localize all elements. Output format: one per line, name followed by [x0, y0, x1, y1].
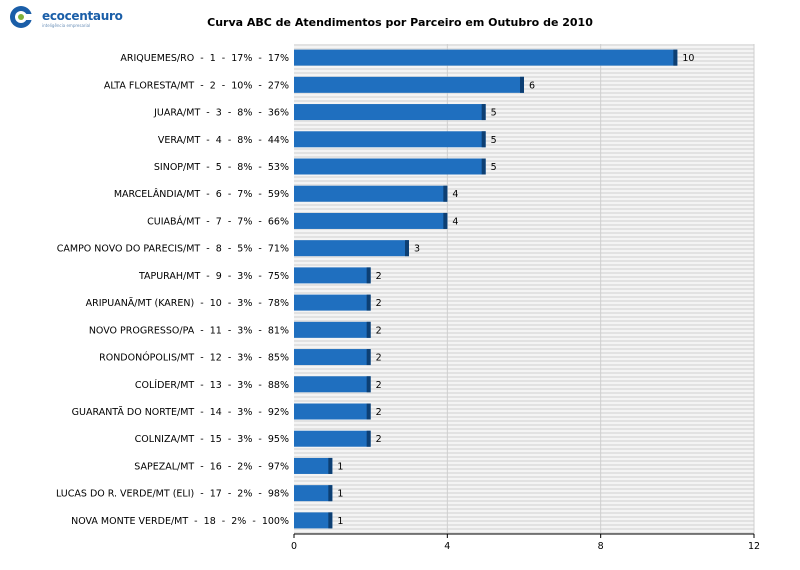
bar-end-shade: [328, 457, 333, 474]
bar-end-shade: [366, 349, 371, 366]
value-label: 2: [376, 380, 382, 391]
bar: [294, 267, 371, 284]
category-labels: ARIQUEMES/RO - 1 - 17% - 17% ALTA FLOREST…: [56, 53, 289, 527]
category-label: RONDONÓPOLIS/MT - 12 - 3% - 85%: [99, 352, 289, 364]
value-label: 1: [337, 489, 343, 500]
value-label: 6: [529, 80, 535, 91]
bar: [294, 403, 371, 420]
value-label: 10: [682, 53, 694, 64]
x-tick-label: 8: [598, 541, 604, 552]
value-label: 2: [376, 407, 382, 418]
bar-end-shade: [481, 131, 486, 148]
bar: [294, 185, 448, 202]
bar: [294, 131, 486, 148]
bar-end-shade: [481, 104, 486, 121]
category-label: JUARA/MT - 3 - 8% - 36%: [153, 108, 289, 119]
bar-end-shade: [328, 512, 333, 529]
bar: [294, 76, 524, 93]
category-label: COLNIZA/MT - 15 - 3% - 95%: [135, 434, 289, 445]
bar: [294, 158, 486, 175]
bar-end-shade: [520, 76, 524, 93]
bar: [294, 240, 409, 257]
bar: [294, 512, 333, 529]
category-label: GUARANTÃ DO NORTE/MT - 14 - 3% - 92%: [72, 407, 289, 418]
bar: [294, 485, 333, 502]
value-label: 2: [376, 271, 382, 282]
value-label: 2: [376, 434, 382, 445]
value-label: 2: [376, 325, 382, 336]
bars-group: [294, 49, 678, 529]
logo-tagline: inteligência empresarial: [42, 23, 91, 28]
x-tick-label: 4: [444, 541, 450, 552]
bar-end-shade: [328, 485, 333, 502]
category-label: CUIABÁ/MT - 7 - 7% - 66%: [147, 215, 289, 227]
bar-end-shade: [673, 49, 678, 66]
value-label: 5: [491, 162, 497, 173]
category-label: TAPURAH/MT - 9 - 3% - 75%: [138, 271, 289, 282]
x-axis-ticks: 0 4 8 12: [291, 534, 760, 552]
bar-end-shade: [405, 240, 409, 257]
x-tick-label: 0: [291, 541, 297, 552]
category-label: NOVA MONTE VERDE/MT - 18 - 2% - 100%: [71, 516, 289, 527]
category-label: ALTA FLORESTA/MT - 2 - 10% - 27%: [104, 80, 289, 91]
bar: [294, 104, 486, 121]
bar-end-shade: [443, 185, 448, 202]
bar-end-shade: [366, 321, 371, 338]
bar-end-shade: [366, 430, 371, 447]
logo-swirl-icon: [10, 6, 33, 28]
value-label: 4: [452, 216, 458, 227]
plot-area: [294, 44, 754, 534]
bar-end-shade: [366, 294, 371, 311]
value-label: 5: [491, 135, 497, 146]
value-label: 5: [491, 108, 497, 119]
x-tick-label: 12: [748, 541, 760, 552]
bar: [294, 212, 448, 229]
category-label: COLÍDER/MT - 13 - 3% - 88%: [135, 379, 289, 391]
value-label: 1: [337, 461, 343, 472]
category-label: ARIPUANÃ/MT (KAREN) - 10 - 3% - 78%: [86, 298, 289, 309]
chart-title: Curva ABC de Atendimentos por Parceiro e…: [207, 16, 593, 29]
category-label: SINOP/MT - 5 - 8% - 53%: [154, 162, 289, 173]
value-label: 4: [452, 189, 458, 200]
bar: [294, 294, 371, 311]
category-label: NOVO PROGRESSO/PA - 11 - 3% - 81%: [89, 325, 289, 336]
bar: [294, 49, 678, 66]
bar: [294, 349, 371, 366]
ecocentauro-logo: ecocentauro inteligência empresarial: [8, 4, 128, 30]
category-label: MARCELÂNDIA/MT - 6 - 7% - 59%: [114, 188, 289, 200]
category-label: SAPEZAL/MT - 16 - 2% - 97%: [134, 461, 289, 472]
value-label: 1: [337, 516, 343, 527]
grid-lines: [446, 44, 755, 534]
bar-end-shade: [366, 267, 371, 284]
bar-end-shade: [366, 403, 371, 420]
bar: [294, 321, 371, 338]
value-label: 2: [376, 353, 382, 364]
category-label: CAMPO NOVO DO PARECIS/MT - 8 - 5% - 71%: [57, 244, 289, 255]
bar: [294, 430, 371, 447]
bar: [294, 457, 333, 474]
bar-end-shade: [443, 212, 448, 229]
value-labels: 10 6 5 5 5 4 4 3 2 2 2 2 2 2 2 1 1 1: [337, 53, 694, 527]
bar-end-shade: [366, 376, 371, 393]
category-label: ARIQUEMES/RO - 1 - 17% - 17%: [120, 53, 289, 64]
bar-end-shade: [481, 158, 486, 175]
value-label: 3: [414, 244, 420, 255]
category-label: VERA/MT - 4 - 8% - 44%: [158, 135, 289, 146]
logo-text: ecocentauro: [42, 9, 123, 23]
value-label: 2: [376, 298, 382, 309]
bar: [294, 376, 371, 393]
category-label: LUCAS DO R. VERDE/MT (ELI) - 17 - 2% - 9…: [56, 489, 289, 500]
